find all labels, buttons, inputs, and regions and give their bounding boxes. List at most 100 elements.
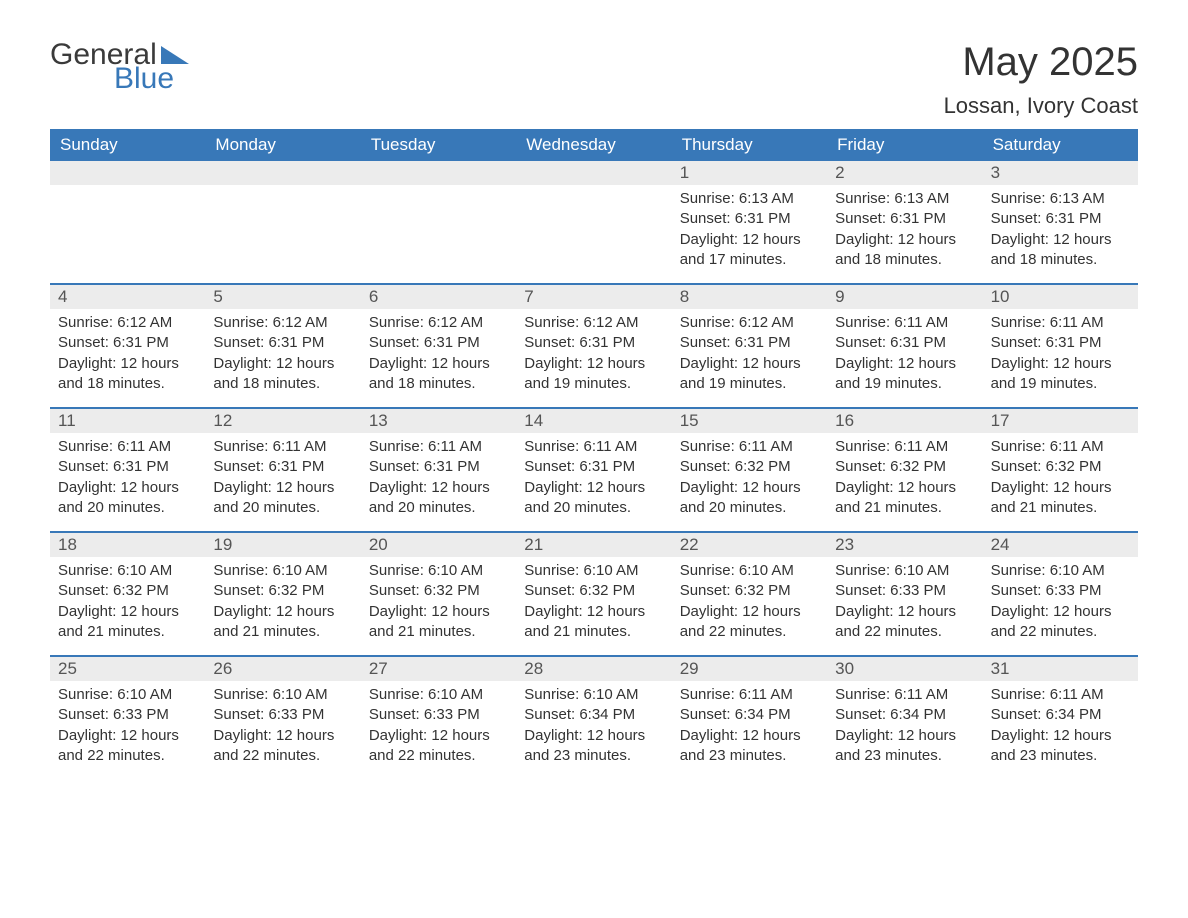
day-cell: 27Sunrise: 6:10 AMSunset: 6:33 PMDayligh… bbox=[361, 657, 516, 779]
day-details: Sunrise: 6:10 AMSunset: 6:33 PMDaylight:… bbox=[50, 681, 205, 774]
day-number bbox=[516, 161, 671, 185]
sunset-line: Sunset: 6:31 PM bbox=[524, 333, 663, 353]
sunrise-line: Sunrise: 6:12 AM bbox=[680, 313, 819, 333]
day-cell: 4Sunrise: 6:12 AMSunset: 6:31 PMDaylight… bbox=[50, 285, 205, 407]
day-cell: 22Sunrise: 6:10 AMSunset: 6:32 PMDayligh… bbox=[672, 533, 827, 655]
weekday-sunday: Sunday bbox=[50, 129, 205, 161]
day-number: 26 bbox=[205, 657, 360, 681]
day-cell: 24Sunrise: 6:10 AMSunset: 6:33 PMDayligh… bbox=[983, 533, 1138, 655]
sunset-line: Sunset: 6:32 PM bbox=[369, 581, 508, 601]
sunrise-line: Sunrise: 6:11 AM bbox=[524, 437, 663, 457]
header: General Blue May 2025 Lossan, Ivory Coas… bbox=[50, 40, 1138, 119]
day-number: 13 bbox=[361, 409, 516, 433]
day-number: 1 bbox=[672, 161, 827, 185]
day-cell: 9Sunrise: 6:11 AMSunset: 6:31 PMDaylight… bbox=[827, 285, 982, 407]
day-details: Sunrise: 6:12 AMSunset: 6:31 PMDaylight:… bbox=[672, 309, 827, 402]
day-cell: 8Sunrise: 6:12 AMSunset: 6:31 PMDaylight… bbox=[672, 285, 827, 407]
daylight-line: Daylight: 12 hours and 22 minutes. bbox=[835, 602, 974, 643]
daylight-line: Daylight: 12 hours and 19 minutes. bbox=[680, 354, 819, 395]
sunset-line: Sunset: 6:31 PM bbox=[680, 209, 819, 229]
sunset-line: Sunset: 6:33 PM bbox=[835, 581, 974, 601]
sunset-line: Sunset: 6:32 PM bbox=[680, 457, 819, 477]
day-cell: 16Sunrise: 6:11 AMSunset: 6:32 PMDayligh… bbox=[827, 409, 982, 531]
day-details: Sunrise: 6:12 AMSunset: 6:31 PMDaylight:… bbox=[205, 309, 360, 402]
sunrise-line: Sunrise: 6:13 AM bbox=[991, 189, 1130, 209]
day-number: 11 bbox=[50, 409, 205, 433]
day-number: 21 bbox=[516, 533, 671, 557]
sunrise-line: Sunrise: 6:11 AM bbox=[991, 313, 1130, 333]
sunrise-line: Sunrise: 6:11 AM bbox=[369, 437, 508, 457]
day-number: 30 bbox=[827, 657, 982, 681]
weekday-saturday: Saturday bbox=[983, 129, 1138, 161]
day-cell: 23Sunrise: 6:10 AMSunset: 6:33 PMDayligh… bbox=[827, 533, 982, 655]
sunset-line: Sunset: 6:32 PM bbox=[680, 581, 819, 601]
day-number: 5 bbox=[205, 285, 360, 309]
day-details: Sunrise: 6:11 AMSunset: 6:32 PMDaylight:… bbox=[983, 433, 1138, 526]
daylight-line: Daylight: 12 hours and 23 minutes. bbox=[835, 726, 974, 767]
day-details: Sunrise: 6:12 AMSunset: 6:31 PMDaylight:… bbox=[516, 309, 671, 402]
day-cell: 28Sunrise: 6:10 AMSunset: 6:34 PMDayligh… bbox=[516, 657, 671, 779]
sunset-line: Sunset: 6:33 PM bbox=[369, 705, 508, 725]
week-row: 1Sunrise: 6:13 AMSunset: 6:31 PMDaylight… bbox=[50, 161, 1138, 283]
day-details: Sunrise: 6:11 AMSunset: 6:31 PMDaylight:… bbox=[205, 433, 360, 526]
title-block: May 2025 Lossan, Ivory Coast bbox=[944, 40, 1138, 119]
daylight-line: Daylight: 12 hours and 22 minutes. bbox=[213, 726, 352, 767]
day-cell: 25Sunrise: 6:10 AMSunset: 6:33 PMDayligh… bbox=[50, 657, 205, 779]
daylight-line: Daylight: 12 hours and 20 minutes. bbox=[58, 478, 197, 519]
sunrise-line: Sunrise: 6:11 AM bbox=[835, 685, 974, 705]
day-number: 19 bbox=[205, 533, 360, 557]
sunset-line: Sunset: 6:31 PM bbox=[835, 333, 974, 353]
day-cell: 13Sunrise: 6:11 AMSunset: 6:31 PMDayligh… bbox=[361, 409, 516, 531]
day-cell: 3Sunrise: 6:13 AMSunset: 6:31 PMDaylight… bbox=[983, 161, 1138, 283]
day-number: 8 bbox=[672, 285, 827, 309]
sunrise-line: Sunrise: 6:11 AM bbox=[680, 685, 819, 705]
day-number: 25 bbox=[50, 657, 205, 681]
sunrise-line: Sunrise: 6:10 AM bbox=[58, 685, 197, 705]
day-number: 27 bbox=[361, 657, 516, 681]
sunrise-line: Sunrise: 6:11 AM bbox=[680, 437, 819, 457]
day-details: Sunrise: 6:10 AMSunset: 6:33 PMDaylight:… bbox=[983, 557, 1138, 650]
location: Lossan, Ivory Coast bbox=[944, 93, 1138, 119]
daylight-line: Daylight: 12 hours and 21 minutes. bbox=[213, 602, 352, 643]
day-details: Sunrise: 6:10 AMSunset: 6:32 PMDaylight:… bbox=[361, 557, 516, 650]
sunset-line: Sunset: 6:31 PM bbox=[213, 457, 352, 477]
sunset-line: Sunset: 6:32 PM bbox=[58, 581, 197, 601]
day-details: Sunrise: 6:11 AMSunset: 6:31 PMDaylight:… bbox=[50, 433, 205, 526]
weekday-thursday: Thursday bbox=[672, 129, 827, 161]
daylight-line: Daylight: 12 hours and 18 minutes. bbox=[835, 230, 974, 271]
day-cell: 2Sunrise: 6:13 AMSunset: 6:31 PMDaylight… bbox=[827, 161, 982, 283]
daylight-line: Daylight: 12 hours and 22 minutes. bbox=[991, 602, 1130, 643]
day-number: 4 bbox=[50, 285, 205, 309]
day-details: Sunrise: 6:11 AMSunset: 6:31 PMDaylight:… bbox=[361, 433, 516, 526]
day-details: Sunrise: 6:10 AMSunset: 6:32 PMDaylight:… bbox=[516, 557, 671, 650]
day-cell: 19Sunrise: 6:10 AMSunset: 6:32 PMDayligh… bbox=[205, 533, 360, 655]
daylight-line: Daylight: 12 hours and 21 minutes. bbox=[835, 478, 974, 519]
sunset-line: Sunset: 6:32 PM bbox=[524, 581, 663, 601]
day-details: Sunrise: 6:10 AMSunset: 6:32 PMDaylight:… bbox=[205, 557, 360, 650]
daylight-line: Daylight: 12 hours and 22 minutes. bbox=[58, 726, 197, 767]
sunrise-line: Sunrise: 6:12 AM bbox=[58, 313, 197, 333]
daylight-line: Daylight: 12 hours and 19 minutes. bbox=[835, 354, 974, 395]
sunrise-line: Sunrise: 6:11 AM bbox=[835, 437, 974, 457]
day-details: Sunrise: 6:11 AMSunset: 6:34 PMDaylight:… bbox=[672, 681, 827, 774]
day-details: Sunrise: 6:13 AMSunset: 6:31 PMDaylight:… bbox=[672, 185, 827, 278]
daylight-line: Daylight: 12 hours and 17 minutes. bbox=[680, 230, 819, 271]
day-details: Sunrise: 6:11 AMSunset: 6:31 PMDaylight:… bbox=[516, 433, 671, 526]
day-number: 14 bbox=[516, 409, 671, 433]
weekday-tuesday: Tuesday bbox=[361, 129, 516, 161]
day-cell: 7Sunrise: 6:12 AMSunset: 6:31 PMDaylight… bbox=[516, 285, 671, 407]
day-details: Sunrise: 6:11 AMSunset: 6:31 PMDaylight:… bbox=[983, 309, 1138, 402]
sunset-line: Sunset: 6:34 PM bbox=[680, 705, 819, 725]
sunset-line: Sunset: 6:33 PM bbox=[213, 705, 352, 725]
day-details: Sunrise: 6:11 AMSunset: 6:32 PMDaylight:… bbox=[672, 433, 827, 526]
day-details: Sunrise: 6:11 AMSunset: 6:34 PMDaylight:… bbox=[827, 681, 982, 774]
day-details: Sunrise: 6:11 AMSunset: 6:32 PMDaylight:… bbox=[827, 433, 982, 526]
week-row: 18Sunrise: 6:10 AMSunset: 6:32 PMDayligh… bbox=[50, 531, 1138, 655]
day-number: 15 bbox=[672, 409, 827, 433]
day-number: 28 bbox=[516, 657, 671, 681]
day-cell: 29Sunrise: 6:11 AMSunset: 6:34 PMDayligh… bbox=[672, 657, 827, 779]
daylight-line: Daylight: 12 hours and 18 minutes. bbox=[369, 354, 508, 395]
day-cell: 21Sunrise: 6:10 AMSunset: 6:32 PMDayligh… bbox=[516, 533, 671, 655]
calendar: SundayMondayTuesdayWednesdayThursdayFrid… bbox=[50, 129, 1138, 779]
day-number: 12 bbox=[205, 409, 360, 433]
